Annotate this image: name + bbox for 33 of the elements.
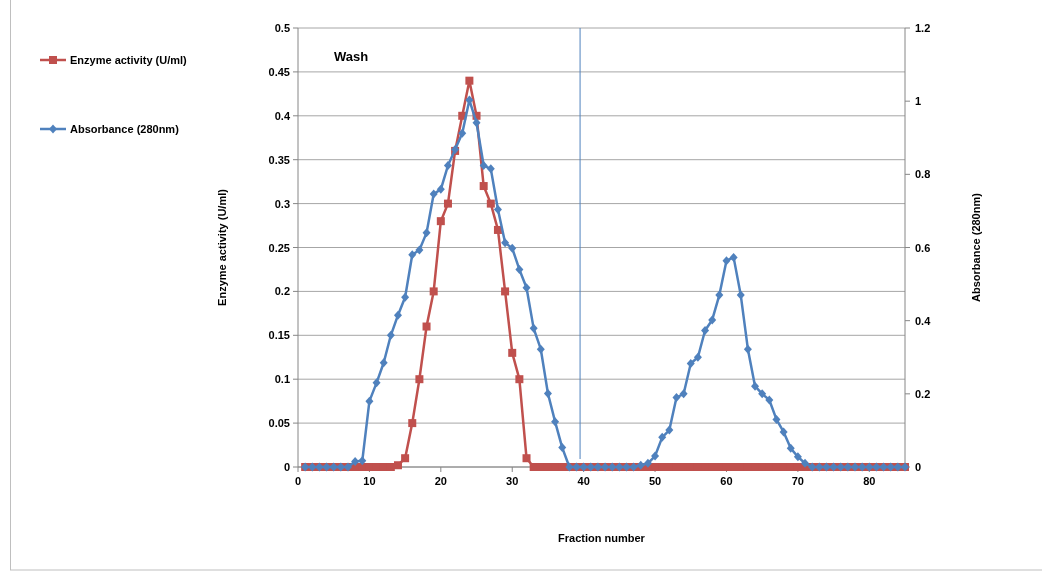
x-tick-label: 0 — [294, 475, 302, 487]
x-tick-label: 30 — [506, 475, 519, 487]
y2-axis-title: Absorbance (280nm) — [970, 192, 982, 302]
x-axis-title: Fraction number — [558, 532, 646, 544]
x-tick-label: 60 — [720, 475, 733, 487]
y2-tick-label: 0 — [915, 461, 922, 473]
y-tick-label: 0.35 — [268, 153, 290, 166]
y-tick-label: 0 — [283, 461, 290, 473]
y2-tick-label: 1.2 — [915, 22, 931, 34]
x-tick-label: 70 — [791, 475, 805, 487]
y2-tick-label: 0.4 — [915, 314, 932, 327]
y-tick-label: 0.45 — [268, 65, 290, 78]
y2-tick-label: 0.2 — [915, 387, 931, 400]
y2-tick-label: 0.8 — [915, 168, 931, 181]
y-axis-title: Enzyme activity (U/ml) — [216, 188, 228, 306]
y-tick-label: 0.15 — [268, 329, 290, 342]
y-tick-label: 0.3 — [274, 197, 290, 210]
x-tick-label: 50 — [648, 475, 662, 487]
x-tick-label: 80 — [863, 475, 876, 487]
x-tick-label: 20 — [434, 475, 447, 487]
y-tick-label: 0.1 — [274, 373, 290, 386]
x-tick-label: 40 — [577, 475, 590, 487]
x-tick-label: 10 — [363, 475, 376, 487]
annotation: Wash — [334, 49, 369, 64]
y2-tick-label: 0.6 — [915, 241, 931, 254]
legend-label: Enzyme activity (U/ml) — [70, 54, 188, 66]
y2-tick-label: 1 — [915, 95, 922, 108]
y-tick-label: 0.2 — [274, 285, 290, 298]
y-tick-label: 0.4 — [274, 109, 291, 122]
y-tick-label: 0.25 — [268, 241, 290, 254]
y-tick-label: 0.5 — [274, 22, 290, 34]
y-tick-label: 0.05 — [268, 417, 290, 430]
legend-label: Absorbance (280nm) — [70, 123, 180, 135]
